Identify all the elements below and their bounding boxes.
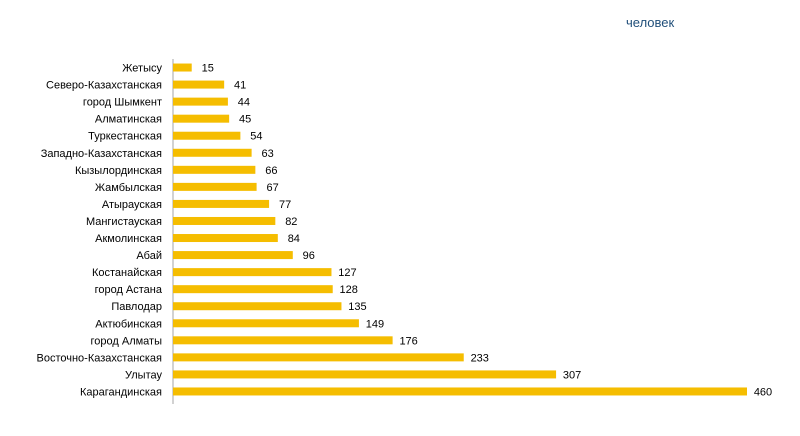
value-label: 233 — [471, 352, 489, 364]
category-label: Мангистауская — [86, 216, 162, 228]
category-label: Улытау — [125, 369, 162, 381]
bar — [173, 370, 557, 379]
value-label: 82 — [285, 216, 297, 228]
category-label: Актюбинская — [95, 318, 162, 330]
category-label: Туркестанская — [88, 131, 162, 143]
category-label: Павлодар — [111, 301, 162, 313]
bar — [173, 353, 464, 362]
category-label: город Шымкент — [83, 97, 162, 109]
category-label: Восточно-Казахстанская — [36, 352, 162, 364]
value-label: 135 — [348, 301, 366, 313]
bar — [173, 302, 342, 311]
bar — [173, 336, 393, 345]
value-label: 67 — [266, 182, 278, 194]
bar — [173, 63, 192, 72]
value-label: 45 — [239, 114, 251, 126]
unit-label: человек — [626, 15, 675, 30]
category-label: Карагандинская — [80, 386, 162, 398]
bar — [173, 234, 278, 243]
value-label: 128 — [340, 284, 358, 296]
category-label: Северо-Казахстанская — [46, 80, 162, 92]
category-label: город Астана — [95, 284, 163, 296]
value-label: 41 — [234, 80, 246, 92]
bar — [173, 131, 241, 140]
bar — [173, 148, 252, 157]
category-label: Жетысу — [122, 63, 162, 75]
bar — [173, 165, 256, 174]
value-label: 149 — [366, 318, 384, 330]
category-label: город Алматы — [91, 335, 163, 347]
value-label: 54 — [250, 131, 262, 143]
value-label: 63 — [261, 148, 273, 160]
category-label: Западно-Казахстанская — [41, 148, 162, 160]
value-label: 15 — [202, 63, 214, 75]
bar — [173, 285, 333, 294]
value-label: 127 — [338, 267, 356, 279]
category-label: Жамбылская — [95, 182, 162, 194]
bar — [173, 319, 359, 328]
category-label: Акмолинская — [95, 233, 162, 245]
value-label: 176 — [399, 335, 417, 347]
bar — [173, 251, 293, 260]
bar — [173, 114, 230, 123]
value-label: 44 — [238, 97, 250, 109]
bar — [173, 199, 270, 208]
category-label: Алматинская — [95, 114, 162, 126]
value-label: 307 — [563, 369, 581, 381]
bar — [173, 387, 747, 396]
category-label: Костанайская — [92, 267, 162, 279]
category-label: Кызылординская — [75, 165, 162, 177]
bar — [173, 97, 228, 106]
value-label: 96 — [303, 250, 315, 262]
bar — [173, 268, 332, 277]
value-label: 460 — [754, 386, 772, 398]
bar — [173, 182, 257, 191]
bar — [173, 80, 225, 89]
category-label: Абай — [136, 250, 162, 262]
value-label: 77 — [279, 199, 291, 211]
value-label: 66 — [265, 165, 277, 177]
value-label: 84 — [288, 233, 300, 245]
category-label: Атырауская — [102, 199, 162, 211]
bar — [173, 216, 276, 225]
